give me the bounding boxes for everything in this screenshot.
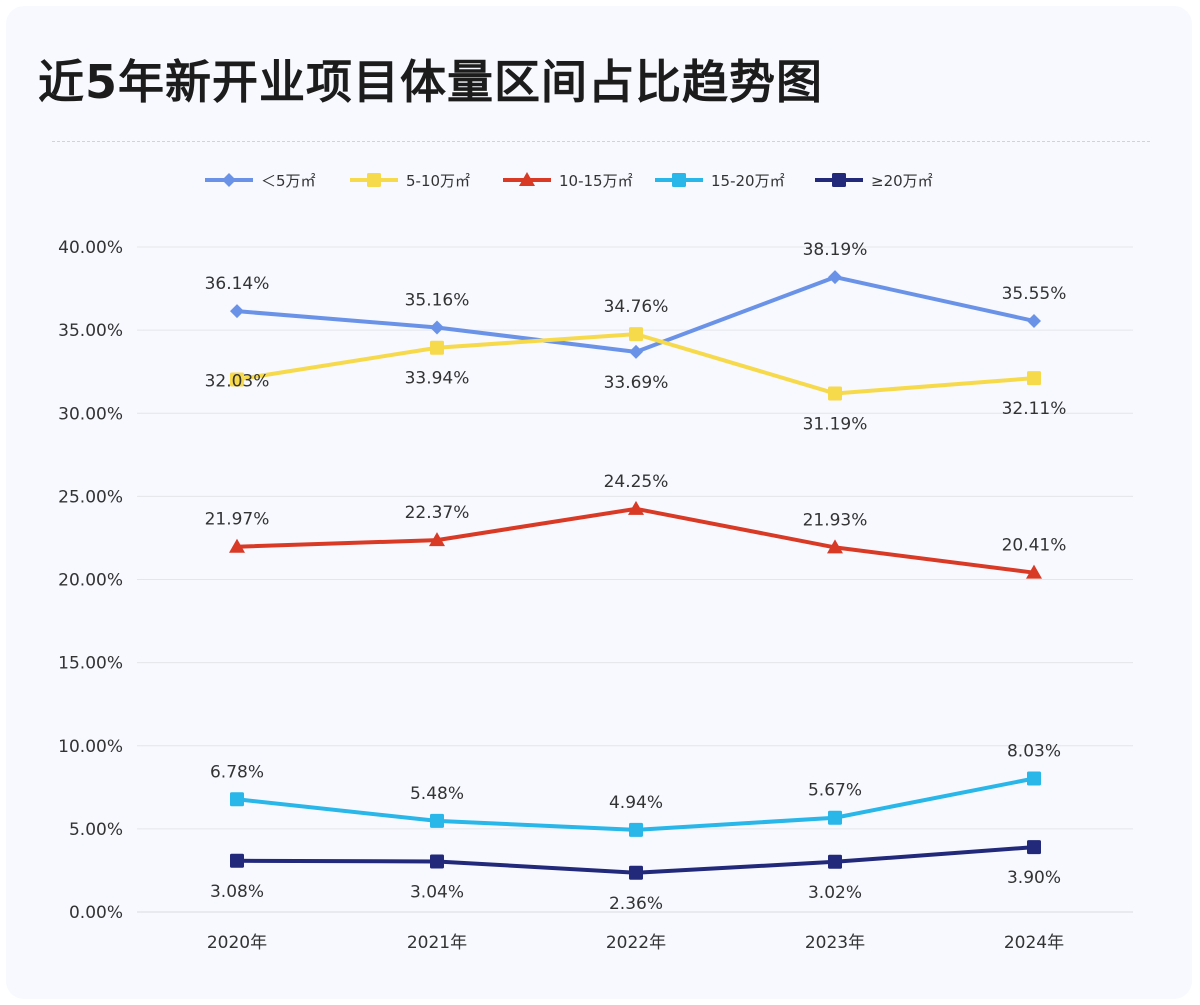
data-point [629, 327, 643, 342]
data-label: 5.48% [410, 784, 464, 804]
y-tick-label: 15.00% [58, 654, 123, 674]
data-label: 38.19% [803, 240, 868, 260]
legend-item: 5-10万㎡ [350, 172, 470, 190]
legend-marker [367, 173, 381, 187]
data-point [430, 854, 444, 869]
legend-label: 15-20万㎡ [711, 172, 785, 190]
y-tick-label: 35.00% [58, 321, 123, 341]
data-label: 3.90% [1007, 868, 1061, 888]
data-point [628, 500, 644, 515]
data-point [430, 340, 444, 355]
data-label: 35.55% [1002, 284, 1067, 304]
data-label: 32.11% [1002, 399, 1067, 419]
data-point [1027, 771, 1041, 786]
data-label: 24.25% [604, 472, 669, 492]
legend-marker [519, 172, 535, 186]
data-point [429, 532, 445, 547]
data-label: 5.67% [808, 781, 862, 801]
y-tick-label: 25.00% [58, 487, 123, 507]
data-point [229, 538, 245, 553]
chart-card: 近5年新开业项目体量区间占比趋势图 [6, 6, 1192, 999]
data-point [230, 304, 244, 319]
x-tick-label: 2021年 [407, 933, 467, 953]
x-tick-label: 2022年 [606, 933, 666, 953]
legend: ＜5万㎡ 5-10万㎡ 10-15万㎡ 15-20万㎡ ≥20万㎡ [205, 172, 933, 190]
data-point [1026, 564, 1042, 579]
axes: 0.00% 5.00% 10.00% 15.00% 20.00% 25.00% 30.00%… [58, 238, 1064, 953]
data-point [827, 539, 843, 554]
data-point [629, 865, 643, 880]
y-tick-label: 40.00% [58, 238, 123, 258]
data-point [430, 320, 444, 335]
data-point [1027, 840, 1041, 855]
legend-marker [832, 173, 846, 187]
y-tick-label: 5.00% [69, 820, 123, 840]
data-label: 31.19% [803, 414, 868, 434]
data-label: 21.93% [803, 510, 868, 530]
data-label: 4.94% [609, 793, 663, 813]
legend-item: 15-20万㎡ [655, 172, 785, 190]
y-tick-label: 0.00% [69, 903, 123, 923]
data-point [629, 822, 643, 837]
legend-marker [672, 173, 686, 187]
data-label: 6.78% [210, 762, 264, 782]
legend-label: 5-10万㎡ [406, 172, 470, 190]
x-tick-label: 2024年 [1004, 933, 1064, 953]
data-point [828, 270, 842, 285]
data-point [230, 792, 244, 807]
series-line [235, 506, 1036, 575]
data-label: 3.04% [410, 882, 464, 902]
x-tick-label: 2023年 [805, 933, 865, 953]
data-point [1027, 313, 1041, 328]
data-point [230, 372, 244, 387]
data-label: 35.16% [405, 290, 470, 310]
data-label: 33.69% [604, 373, 669, 393]
data-label: 33.94% [405, 369, 470, 389]
data-label: 21.97% [205, 510, 270, 530]
data-label: 36.14% [205, 274, 270, 294]
y-tick-label: 10.00% [58, 737, 123, 757]
data-point [828, 386, 842, 401]
data-point [828, 810, 842, 825]
data-labels: 36.14% 35.16% 33.69% 38.19% 35.55% 32.03% 33.9… [205, 240, 1067, 914]
legend-item: ≥20万㎡ [815, 172, 933, 190]
data-label: 2.36% [609, 894, 663, 914]
data-label: 20.41% [1002, 536, 1067, 556]
data-label: 3.02% [808, 883, 862, 903]
legend-item: 10-15万㎡ [503, 172, 633, 190]
data-point [629, 344, 643, 359]
data-label: 3.08% [210, 882, 264, 902]
data-label: 22.37% [405, 503, 470, 523]
data-point [1027, 371, 1041, 386]
data-point [430, 813, 444, 828]
legend-marker [222, 173, 236, 187]
legend-label: ＜5万㎡ [261, 172, 316, 190]
legend-label: 10-15万㎡ [559, 172, 633, 190]
data-label: 8.03% [1007, 742, 1061, 762]
data-point [230, 853, 244, 868]
data-label: 32.03% [205, 372, 270, 392]
legend-label: ≥20万㎡ [871, 172, 933, 190]
y-tick-label: 30.00% [58, 404, 123, 424]
title-divider [52, 141, 1150, 142]
chart-title: 近5年新开业项目体量区间占比趋势图 [38, 55, 824, 109]
data-label: 34.76% [604, 297, 669, 317]
data-point [828, 854, 842, 869]
legend-item: ＜5万㎡ [205, 172, 316, 190]
x-tick-label: 2020年 [207, 933, 267, 953]
series [229, 270, 1042, 880]
y-tick-label: 20.00% [58, 571, 123, 591]
